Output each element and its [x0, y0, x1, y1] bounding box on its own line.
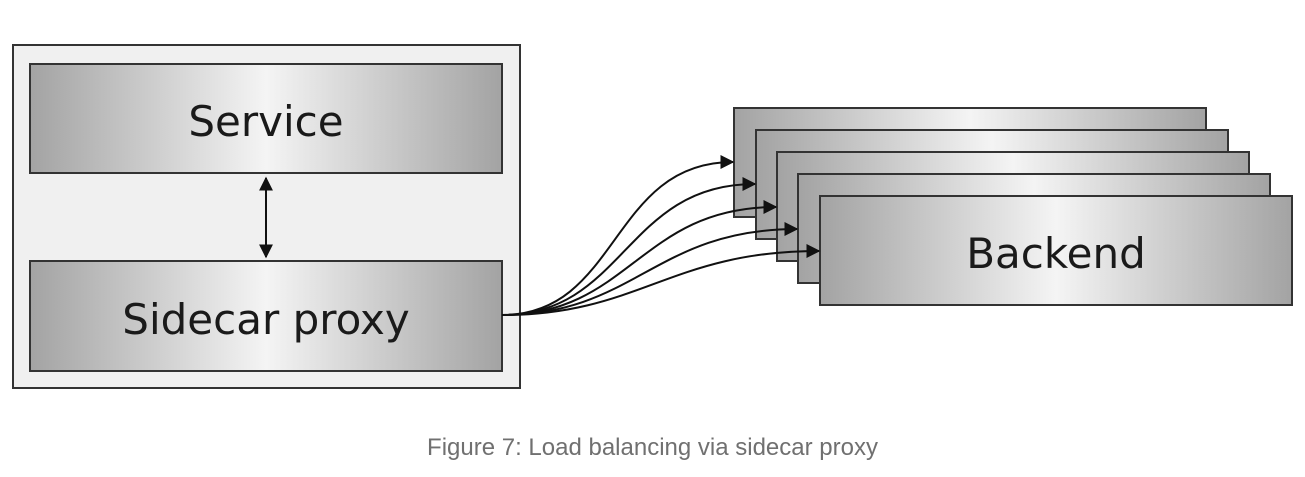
connection-arrow-1 — [501, 155, 735, 316]
load-balancing-diagram: Service Sidecar proxy Backend — [12, 44, 1293, 389]
backend-stack: Backend — [733, 107, 1293, 306]
connection-arrow-2 — [501, 177, 757, 316]
sidecar-proxy-box: Sidecar proxy — [29, 260, 503, 372]
connection-arrow-3 — [501, 200, 778, 316]
connection-arrow-4 — [501, 222, 799, 316]
figure-caption: Figure 7: Load balancing via sidecar pro… — [427, 434, 878, 461]
backend-label: Backend — [966, 229, 1146, 278]
connection-arrow-5 — [501, 244, 821, 316]
connection-arrows — [501, 155, 821, 316]
backend-box-5 — [819, 195, 1293, 306]
service-label: Service — [188, 97, 343, 146]
service-box: Service — [29, 63, 503, 174]
sidecar-proxy-label: Sidecar proxy — [122, 295, 409, 344]
